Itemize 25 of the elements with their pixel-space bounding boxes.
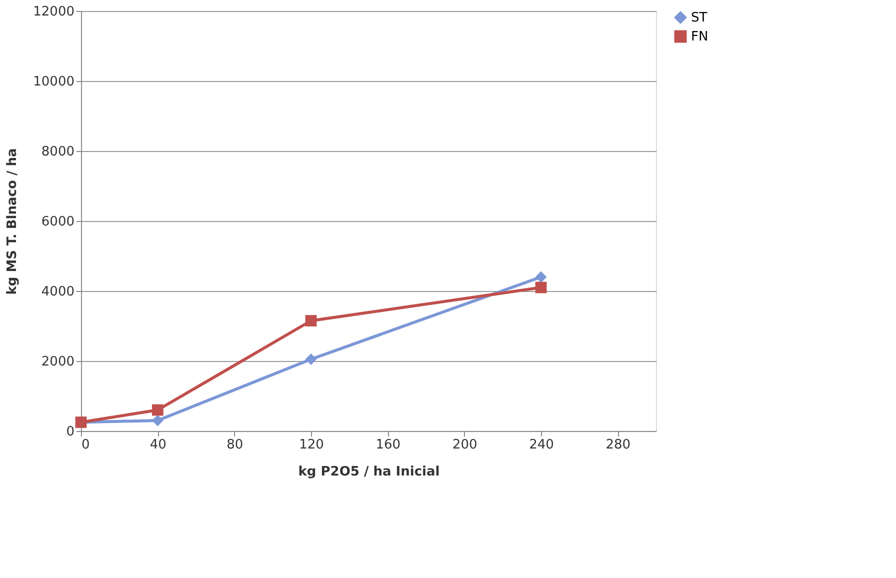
point [535, 271, 547, 283]
x-tick-label: 120 [299, 438, 324, 452]
x-axis-title: kg P2O5 / ha Inicial [298, 464, 440, 480]
y-axis-title: kg MS T. Blnaco / ha [5, 148, 20, 295]
x-tick-label: 80 [226, 438, 244, 452]
y-tick-label: 12000 [33, 4, 74, 20]
x-tick-label: 240 [529, 438, 554, 452]
point [152, 414, 164, 426]
y-tick-label: 6000 [41, 214, 74, 230]
y-tick-label: 2000 [41, 354, 74, 370]
point [305, 354, 317, 365]
point [305, 315, 317, 326]
x-tick-label: 280 [606, 438, 631, 452]
y-tick-label: 0 [66, 424, 74, 440]
x-tick-label: 200 [452, 438, 478, 452]
point [152, 404, 164, 416]
x-tick-label: 40 [150, 438, 166, 452]
x-tick-label: 160 [376, 438, 401, 452]
y-tick-label: 10000 [33, 74, 74, 90]
y-tick-label: 4000 [41, 284, 74, 300]
legend-label: FN [691, 30, 708, 44]
x-tick-label: 0 [82, 438, 90, 452]
y-tick-label: 8000 [41, 144, 74, 160]
point [535, 282, 547, 294]
legend-label: ST [691, 10, 708, 26]
